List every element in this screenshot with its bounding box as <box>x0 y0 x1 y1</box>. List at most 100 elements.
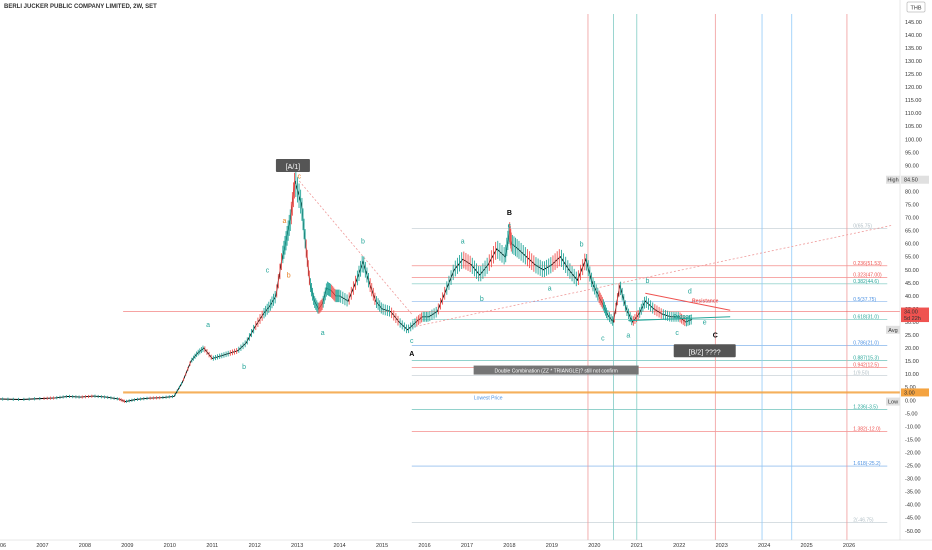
y-tick-label: 140.00 <box>905 33 922 39</box>
y-tick-label: -15.00 <box>905 437 921 443</box>
x-tick-label: 2017 <box>461 543 473 549</box>
price-badge-label-bg <box>886 175 900 184</box>
x-tick-label: 2015 <box>376 543 388 549</box>
fib-level-label: 0.5(37.75) <box>853 297 876 303</box>
x-tick-label: 2010 <box>164 543 176 549</box>
y-tick-label: 5.00 <box>905 385 916 391</box>
price-badge: 34.00 <box>901 307 929 316</box>
y-tick-label: -30.00 <box>905 477 921 483</box>
x-tick-label: 2023 <box>716 543 728 549</box>
x-tick-label: 2021 <box>631 543 643 549</box>
y-tick-label: 70.00 <box>905 216 919 222</box>
price-badge: Low <box>886 397 900 406</box>
y-tick-label: 45.00 <box>905 281 919 287</box>
y-tick-label: 90.00 <box>905 163 919 169</box>
wave-label: c <box>601 335 605 342</box>
wave-label: a <box>548 286 552 293</box>
price-badge-label-bg <box>886 325 900 334</box>
wave-label: a <box>626 333 630 340</box>
y-tick-label: 100.00 <box>905 137 922 143</box>
currency-label: THB <box>911 6 922 12</box>
y-tick-label: 20.00 <box>905 346 919 352</box>
x-tick-label: 2022 <box>673 543 685 549</box>
x-tick-label: 2006 <box>0 543 6 549</box>
price-axis-bg <box>900 0 932 550</box>
y-tick-label: 15.00 <box>905 359 919 365</box>
price-badge-label: High <box>887 178 898 184</box>
chart-title: BERLI JUCKER PUBLIC COMPANY LIMITED, 2W,… <box>4 4 157 10</box>
dotted-lines-layer <box>298 180 892 328</box>
dotted-projection-line <box>411 225 892 328</box>
y-tick-label: 80.00 <box>905 189 919 195</box>
wave-label: A <box>409 351 414 358</box>
fib-level-label: 0.786(21.0) <box>853 340 879 346</box>
y-tick-label: -45.00 <box>905 516 921 522</box>
vertical-lines-layer <box>587 14 848 540</box>
wave-label: c <box>410 338 414 345</box>
y-tick-label: 115.00 <box>905 98 921 104</box>
x-tick-label: 2011 <box>206 543 218 549</box>
wave-label: b <box>287 273 291 280</box>
y-tick-label: 105.00 <box>905 124 922 130</box>
fib-level-label: 1.236(-3.5) <box>853 404 878 410</box>
price-badge: High 84.50 <box>886 175 929 184</box>
x-tick-label: 2020 <box>588 543 600 549</box>
y-tick-label: 125.00 <box>905 72 922 78</box>
y-tick-label: 110.00 <box>905 111 921 117</box>
y-tick-label: 55.00 <box>905 255 919 261</box>
x-tick-label: 2013 <box>291 543 303 549</box>
wave-label: a <box>321 330 325 337</box>
x-tick-label: 2009 <box>121 543 133 549</box>
y-tick-label: -20.00 <box>905 450 921 456</box>
wave-label: b <box>361 239 365 246</box>
price-badge-label: Low <box>888 400 898 406</box>
horizontal-line-label: Lowest Price <box>474 395 503 401</box>
y-tick-label: -25.00 <box>905 464 921 470</box>
price-badge: 5d 22h <box>901 314 929 323</box>
y-tick-label: 25.00 <box>905 333 919 339</box>
fib-level-label: 0(65.75) <box>853 224 872 230</box>
fib-level-label: 0.618(31.0) <box>853 314 879 320</box>
price-badge-value-bg <box>901 314 929 323</box>
y-tick-label: -5.00 <box>905 411 918 417</box>
wave-label: b <box>242 364 246 371</box>
wave-label-box <box>275 158 310 172</box>
trendline <box>628 316 731 322</box>
y-tick-label: 145.00 <box>905 20 922 26</box>
y-tick-label: 135.00 <box>905 46 922 52</box>
x-tick-label: 2018 <box>503 543 515 549</box>
wave-label: a <box>206 322 210 329</box>
y-tick-label: 65.00 <box>905 229 919 235</box>
wave-label: [A/1] <box>286 164 300 171</box>
price-badge-label-bg <box>886 397 900 406</box>
x-tick-label: 2026 <box>843 543 855 549</box>
trendline-label: Resistance <box>692 298 719 304</box>
y-tick-label: 50.00 <box>905 268 919 274</box>
price-badge-value-bg <box>901 388 929 397</box>
fib-level-label: 0.942(12.5) <box>853 363 879 369</box>
series-layer <box>0 170 693 403</box>
fib-level-label: 2(-46.75) <box>853 517 874 523</box>
y-tick-label: 60.00 <box>905 242 919 248</box>
y-tick-label: 10.00 <box>905 372 919 378</box>
x-tick-label: 2014 <box>333 543 345 549</box>
wave-label: c <box>508 223 512 230</box>
fib-layer: 0(65.75) 0.236(51.53) 0.323(47.00)0.382(44… <box>411 224 888 523</box>
x-tick-label: 2019 <box>546 543 558 549</box>
y-tick-label: -35.00 <box>905 490 921 496</box>
wave-label: c <box>675 330 679 337</box>
y-tick-label: -10.00 <box>905 424 921 430</box>
annotation-box <box>473 365 639 375</box>
currency-badge: THB <box>906 1 926 13</box>
dotted-projection-line <box>298 180 413 315</box>
y-tick-label: 75.00 <box>905 203 919 209</box>
price-badge-value: 34.00 <box>904 310 918 316</box>
y-tick-label: 0.00 <box>905 398 916 404</box>
price-badge: Avg <box>886 325 900 334</box>
y-tick-label: 130.00 <box>905 59 922 65</box>
annotation-text: Double Combination (ZZ * TRIANGLE)? stil… <box>494 369 617 375</box>
horizontal-lines-layer: Lowest Price <box>123 311 900 401</box>
wave-label: a <box>282 218 286 225</box>
